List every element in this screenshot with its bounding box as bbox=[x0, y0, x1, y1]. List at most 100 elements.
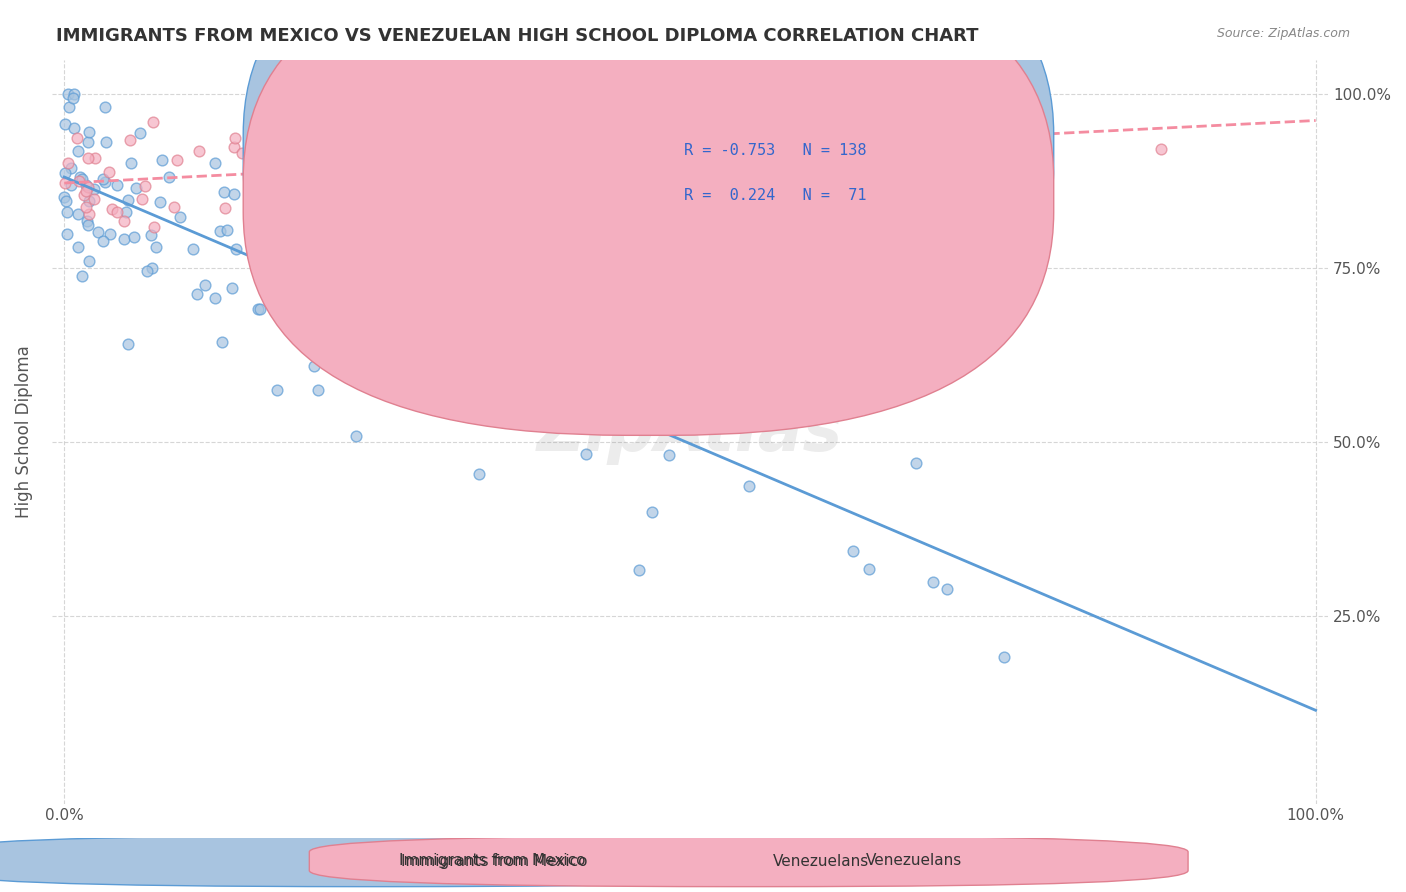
Immigrants from Mexico bbox=[513, 326, 536, 340]
Immigrants from Mexico bbox=[264, 229, 287, 244]
Venezuelans bbox=[222, 140, 245, 154]
Immigrants from Mexico bbox=[70, 268, 93, 283]
Venezuelans bbox=[644, 163, 666, 178]
Venezuelans bbox=[118, 133, 141, 147]
Immigrants from Mexico bbox=[222, 187, 245, 202]
Text: Venezuelans: Venezuelans bbox=[866, 854, 962, 868]
Immigrants from Mexico bbox=[509, 384, 531, 398]
Immigrants from Mexico bbox=[58, 87, 80, 102]
Venezuelans bbox=[231, 145, 253, 160]
Immigrants from Mexico bbox=[993, 650, 1015, 665]
Venezuelans bbox=[76, 184, 98, 198]
FancyBboxPatch shape bbox=[309, 836, 1188, 887]
Venezuelans bbox=[786, 127, 808, 141]
Immigrants from Mexico bbox=[396, 325, 419, 339]
Immigrants from Mexico bbox=[150, 153, 173, 167]
Immigrants from Mexico bbox=[66, 144, 89, 158]
Venezuelans bbox=[187, 144, 209, 158]
Venezuelans bbox=[437, 155, 460, 169]
Immigrants from Mexico bbox=[540, 401, 562, 415]
Immigrants from Mexico bbox=[904, 456, 927, 470]
Immigrants from Mexico bbox=[841, 544, 863, 558]
Venezuelans bbox=[97, 165, 120, 179]
Immigrants from Mexico bbox=[858, 562, 880, 576]
Immigrants from Mexico bbox=[56, 205, 79, 219]
Venezuelans bbox=[143, 220, 166, 235]
Immigrants from Mexico bbox=[468, 467, 491, 481]
Immigrants from Mexico bbox=[129, 127, 152, 141]
Immigrants from Mexico bbox=[249, 301, 271, 316]
Immigrants from Mexico bbox=[204, 156, 226, 170]
Text: IMMIGRANTS FROM MEXICO VS VENEZUELAN HIGH SCHOOL DIPLOMA CORRELATION CHART: IMMIGRANTS FROM MEXICO VS VENEZUELAN HIG… bbox=[56, 27, 979, 45]
Venezuelans bbox=[453, 119, 475, 133]
FancyBboxPatch shape bbox=[600, 112, 1035, 231]
Venezuelans bbox=[375, 136, 398, 150]
Immigrants from Mexico bbox=[633, 361, 655, 376]
Immigrants from Mexico bbox=[60, 178, 83, 193]
Venezuelans bbox=[224, 130, 246, 145]
Venezuelans bbox=[832, 110, 855, 124]
Immigrants from Mexico bbox=[53, 166, 76, 180]
Venezuelans bbox=[76, 180, 98, 194]
Immigrants from Mexico bbox=[141, 261, 163, 276]
Immigrants from Mexico bbox=[367, 336, 389, 351]
Immigrants from Mexico bbox=[307, 383, 329, 397]
Immigrants from Mexico bbox=[75, 178, 97, 193]
Immigrants from Mexico bbox=[141, 228, 163, 243]
Immigrants from Mexico bbox=[120, 156, 142, 170]
Immigrants from Mexico bbox=[440, 378, 463, 392]
Immigrants from Mexico bbox=[298, 268, 321, 282]
Venezuelans bbox=[984, 166, 1007, 180]
Venezuelans bbox=[449, 157, 471, 171]
Venezuelans bbox=[966, 87, 988, 102]
Immigrants from Mexico bbox=[658, 448, 681, 462]
Immigrants from Mexico bbox=[77, 125, 100, 139]
Immigrants from Mexico bbox=[443, 245, 465, 260]
Venezuelans bbox=[350, 120, 373, 134]
Venezuelans bbox=[56, 155, 79, 169]
Immigrants from Mexico bbox=[689, 351, 711, 366]
Immigrants from Mexico bbox=[254, 122, 277, 136]
Venezuelans bbox=[83, 192, 105, 206]
Immigrants from Mexico bbox=[208, 224, 231, 238]
Venezuelans bbox=[666, 125, 689, 139]
Immigrants from Mexico bbox=[922, 575, 945, 590]
Immigrants from Mexico bbox=[285, 236, 308, 251]
Venezuelans bbox=[907, 128, 929, 143]
Immigrants from Mexico bbox=[149, 194, 172, 209]
Immigrants from Mexico bbox=[125, 180, 148, 194]
Immigrants from Mexico bbox=[277, 279, 299, 293]
Immigrants from Mexico bbox=[77, 253, 100, 268]
Text: R =  0.224   N =  71: R = 0.224 N = 71 bbox=[683, 188, 866, 203]
Immigrants from Mexico bbox=[337, 338, 360, 352]
Venezuelans bbox=[254, 171, 277, 186]
Venezuelans bbox=[921, 97, 943, 112]
Venezuelans bbox=[134, 179, 156, 194]
Immigrants from Mexico bbox=[105, 178, 128, 192]
Immigrants from Mexico bbox=[391, 335, 413, 350]
Immigrants from Mexico bbox=[122, 229, 145, 244]
Immigrants from Mexico bbox=[94, 175, 117, 189]
Immigrants from Mexico bbox=[315, 279, 337, 293]
Immigrants from Mexico bbox=[135, 264, 157, 278]
Immigrants from Mexico bbox=[288, 289, 311, 303]
Immigrants from Mexico bbox=[76, 214, 98, 228]
Immigrants from Mexico bbox=[87, 225, 110, 239]
Immigrants from Mexico bbox=[333, 301, 356, 316]
Venezuelans bbox=[444, 117, 467, 131]
Venezuelans bbox=[389, 160, 412, 174]
Immigrants from Mexico bbox=[465, 356, 488, 370]
Immigrants from Mexico bbox=[250, 196, 273, 211]
Text: Immigrants from Mexico: Immigrants from Mexico bbox=[399, 854, 585, 868]
Immigrants from Mexico bbox=[217, 223, 239, 237]
Venezuelans bbox=[686, 155, 709, 169]
Immigrants from Mexico bbox=[411, 289, 433, 303]
Immigrants from Mexico bbox=[112, 232, 135, 246]
Text: ZipAtlas: ZipAtlas bbox=[537, 399, 844, 465]
Y-axis label: High School Diploma: High School Diploma bbox=[15, 345, 32, 518]
Venezuelans bbox=[67, 174, 90, 188]
Venezuelans bbox=[101, 202, 124, 216]
Immigrants from Mexico bbox=[247, 301, 270, 316]
Venezuelans bbox=[66, 131, 89, 145]
Immigrants from Mexico bbox=[117, 336, 139, 351]
